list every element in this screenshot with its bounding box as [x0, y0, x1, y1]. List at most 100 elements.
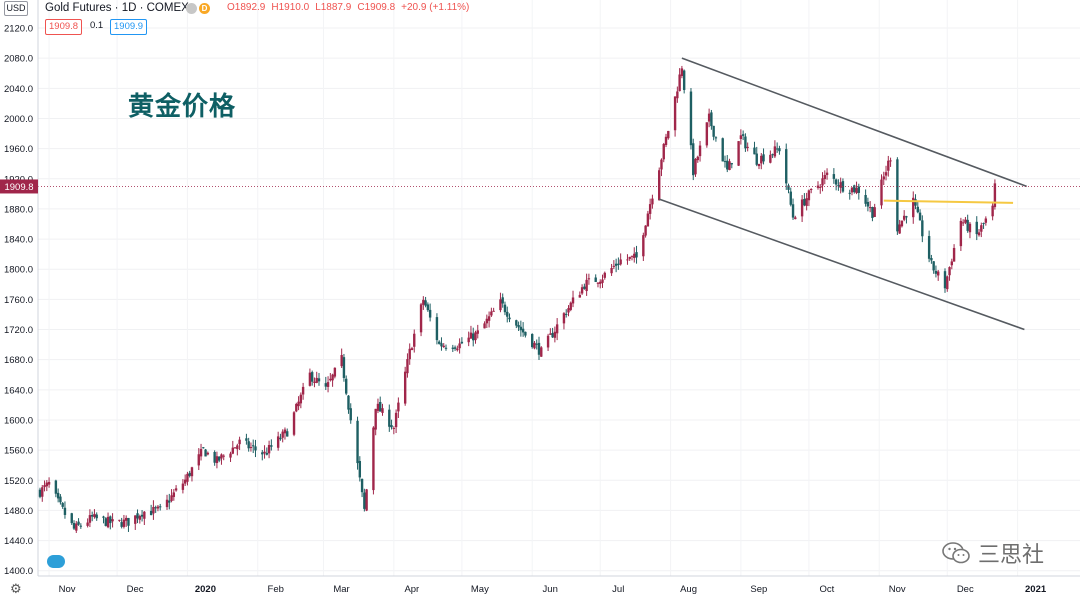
y-axis: 1400.0 1440.0 1480.0 1520.0 1560.0 1600.0 1640… [0, 0, 39, 577]
candle-body [215, 456, 219, 464]
candle-body [197, 454, 200, 466]
candle-body [612, 265, 616, 267]
comex-icon [186, 3, 197, 14]
y-tick-label: 1680.0 [4, 355, 33, 366]
watermark-text: 三思社 [977, 543, 1044, 568]
candle-body [43, 485, 46, 488]
y-tick-label: 2040.0 [4, 84, 33, 95]
candle-body [154, 507, 157, 509]
candle-body [159, 506, 162, 508]
candle-body [299, 394, 303, 404]
candle-body [372, 427, 375, 491]
bid-price-box[interactable]: 1909.8 [45, 19, 83, 35]
candle-body [714, 137, 718, 139]
candle-body [127, 517, 130, 526]
candle-body [594, 277, 597, 282]
candle-body [785, 149, 788, 184]
candle-body [152, 506, 155, 514]
candle-body [850, 187, 854, 193]
candle-body [424, 300, 427, 306]
candle-body [90, 515, 94, 517]
y-tick-label: 1640.0 [4, 385, 33, 396]
candle-body [317, 378, 321, 382]
candle-body [991, 205, 994, 217]
candle-body [710, 112, 713, 127]
ask-price-box[interactable]: 1909.9 [110, 19, 148, 35]
candle-body [580, 287, 584, 294]
candle-body [388, 409, 391, 427]
tradingview-logo-icon[interactable] [47, 555, 65, 568]
candle-body [807, 190, 811, 201]
candle-body [791, 204, 795, 218]
candle-body [487, 316, 491, 321]
candle-body [678, 74, 681, 92]
candle-body [914, 199, 917, 206]
candle-body [199, 449, 203, 457]
candle-body [492, 310, 495, 312]
settings-gear-icon[interactable]: ⚙ [10, 581, 22, 596]
candle-body [667, 130, 670, 139]
candle-body [900, 220, 904, 227]
candle-body [757, 163, 761, 167]
candle-body [379, 401, 382, 412]
ohlc-low: L1887.9 [315, 2, 352, 13]
candle-body [310, 372, 314, 382]
x-tick-label: Mar [333, 584, 349, 595]
candle-body [413, 333, 416, 347]
candle-body [458, 343, 461, 349]
candle-body [664, 136, 668, 145]
candle-body [490, 311, 493, 316]
candle-body [363, 492, 366, 509]
candle-body [769, 154, 772, 163]
candle-body [614, 263, 618, 266]
candle-body [483, 323, 486, 329]
candle-body [800, 199, 804, 217]
x-tick-label: Feb [268, 584, 284, 595]
candle-body [143, 511, 146, 519]
candle-body [583, 286, 586, 289]
candle-body [206, 452, 210, 455]
candle-body [837, 185, 840, 187]
candle-body [712, 125, 715, 137]
candle-body [503, 304, 507, 313]
candle-body [149, 510, 153, 516]
candle-body [537, 342, 541, 355]
candle-body [451, 347, 455, 349]
candle-body [456, 348, 459, 351]
candle-body [394, 412, 398, 428]
candle-body [245, 438, 248, 441]
candle-body [38, 489, 42, 497]
candle-body [823, 175, 826, 180]
ohlc-high: H1910.0 [271, 2, 310, 13]
candle-body [286, 431, 289, 437]
candle-body [585, 279, 588, 292]
candle-body [229, 453, 232, 458]
y-tick-label: 1880.0 [4, 204, 33, 215]
candle-body [295, 403, 298, 412]
candle-body [771, 154, 774, 156]
candle-body [472, 333, 475, 341]
candle-body [755, 153, 758, 165]
candle-body [324, 383, 327, 387]
candle-body [673, 96, 677, 131]
y-tick-label: 1760.0 [4, 295, 33, 306]
candle-body [93, 513, 96, 518]
candle-body [565, 313, 568, 315]
candle-body [485, 318, 489, 324]
candle-body [279, 437, 282, 440]
candle-body [721, 138, 724, 162]
candle-body [599, 281, 602, 284]
currency-badge[interactable]: USD [4, 1, 28, 16]
candle-body [848, 192, 851, 194]
candle-body [333, 367, 337, 377]
candles [38, 65, 997, 533]
candle-body [249, 447, 253, 449]
candle-body [642, 235, 645, 257]
x-axis: Nov Dec 2020 Feb Mar Apr May Jun Jul Aug Sep Oct Nov… [38, 575, 1080, 595]
candle-body [233, 447, 237, 449]
candle-body [102, 516, 105, 518]
candle-body [937, 271, 940, 276]
candle-body [345, 378, 348, 394]
candle-body [626, 259, 629, 261]
